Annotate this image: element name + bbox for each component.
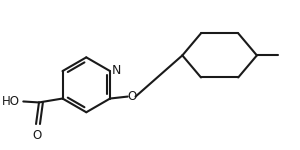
Text: O: O [127, 90, 136, 103]
Text: O: O [32, 129, 42, 142]
Text: N: N [112, 64, 122, 77]
Text: HO: HO [2, 95, 20, 108]
